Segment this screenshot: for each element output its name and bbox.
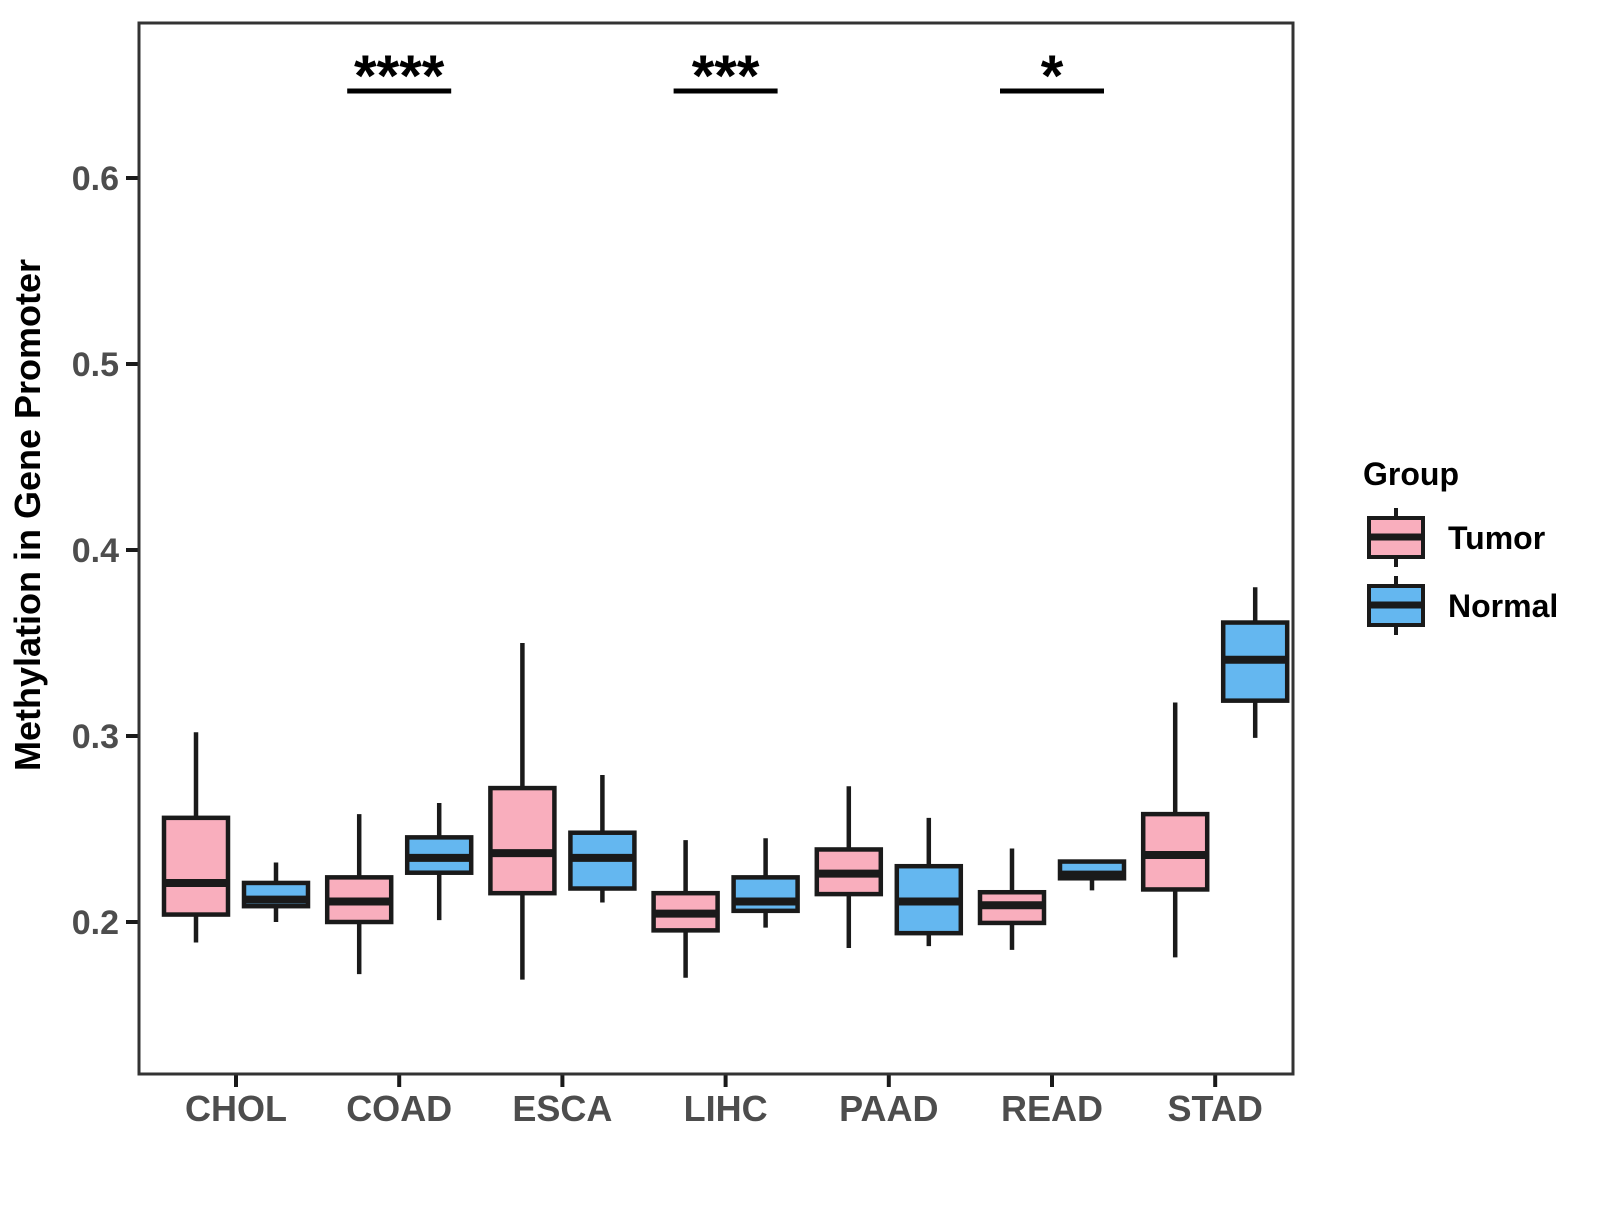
x-tick-label-stad: STAD — [1168, 1088, 1263, 1129]
x-tick-label-esca: ESCA — [512, 1088, 612, 1129]
box-paad-normal — [894, 817, 964, 947]
significance-stars: **** — [354, 44, 445, 109]
box-lihc-tumor — [651, 840, 720, 978]
x-axis: CHOL COAD ESCA LIHC PAAD READ STAD — [185, 1074, 1263, 1129]
iqr-box — [731, 875, 800, 914]
boxplot-layer — [161, 587, 1290, 980]
legend-key-tumor: Tumor — [1367, 508, 1545, 567]
significance-read: * — [1000, 44, 1104, 109]
box-chol-normal — [241, 862, 311, 922]
significance-stars: *** — [692, 44, 760, 109]
box-stad-tumor — [1140, 702, 1210, 958]
y-tick-label: 0.3 — [72, 718, 119, 756]
x-tick-label-coad: COAD — [346, 1088, 452, 1129]
iqr-box — [488, 785, 557, 896]
x-tick-label-lihc: LIHC — [684, 1088, 768, 1129]
x-tick-label-read: READ — [1001, 1088, 1103, 1129]
x-tick-label-chol: CHOL — [185, 1088, 287, 1129]
significance-stars: * — [1041, 44, 1064, 109]
box-coad-tumor — [324, 814, 394, 975]
y-axis: 0.2 0.3 0.4 0.5 0.6 — [72, 160, 139, 942]
iqr-box — [161, 815, 231, 917]
box-paad-tumor — [814, 786, 884, 949]
y-axis-title: Methylation in Gene Promoter — [7, 259, 48, 771]
legend-label-tumor: Tumor — [1448, 520, 1545, 556]
box-esca-normal — [568, 775, 637, 903]
box-lihc-normal — [731, 838, 800, 928]
box-coad-normal — [404, 802, 474, 921]
box-esca-tumor — [488, 643, 557, 980]
box-stad-normal — [1220, 587, 1290, 738]
y-tick-label: 0.4 — [72, 532, 119, 570]
y-tick-label: 0.2 — [72, 904, 119, 942]
significance-annotations: **** *** * — [347, 44, 1104, 109]
y-tick-label: 0.6 — [72, 160, 119, 198]
y-tick-label: 0.5 — [72, 346, 119, 384]
significance-lihc: *** — [673, 44, 778, 109]
legend-title: Group — [1363, 456, 1459, 492]
box-read-normal — [1057, 859, 1127, 891]
box-read-tumor — [977, 848, 1047, 950]
plot-panel-border — [137, 21, 1295, 1076]
significance-coad: **** — [347, 44, 452, 109]
box-chol-tumor — [161, 732, 231, 943]
legend: Group Tumor Normal — [1363, 456, 1558, 635]
x-tick-label-paad: PAAD — [839, 1088, 938, 1129]
legend-label-normal: Normal — [1448, 588, 1558, 624]
legend-key-normal: Normal — [1367, 576, 1558, 635]
